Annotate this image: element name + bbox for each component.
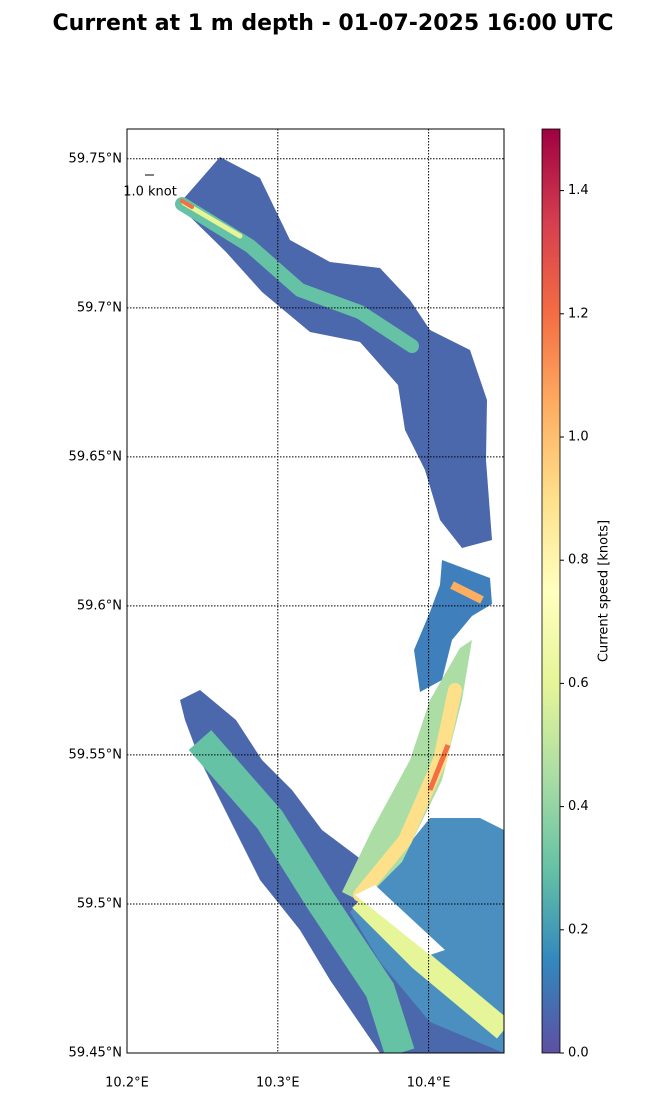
channel-south xyxy=(342,640,472,902)
y-tick-label: 59.65°N xyxy=(69,449,122,464)
channel-middle xyxy=(450,581,484,604)
x-tick-label: 10.3°E xyxy=(256,1076,300,1091)
y-tick-label: 59.6°N xyxy=(77,598,122,613)
colorbar: 0.0 0.2 0.4 0.6 0.8 1.0 1.2 1.4 xyxy=(541,128,589,1061)
channel-southeast xyxy=(352,892,504,1039)
channel-south-fast xyxy=(427,744,451,791)
channel-north-core xyxy=(181,200,243,239)
colorbar-tick-label: 0.4 xyxy=(568,799,589,814)
colorbar-tick-label: 1.0 xyxy=(568,430,589,445)
colorbar-label: Current speed [knots] xyxy=(597,520,612,662)
island xyxy=(355,885,445,955)
y-tick-label: 59.45°N xyxy=(69,1046,122,1061)
x-tick-label: 10.2°E xyxy=(105,1076,149,1091)
y-tick-label: 59.55°N xyxy=(69,747,122,762)
channel-north xyxy=(175,197,419,353)
colorbar-tick-label: 0.2 xyxy=(568,922,589,937)
channel-south-core xyxy=(353,683,462,902)
x-tick-label: 10.4°E xyxy=(407,1076,451,1091)
y-tick-label: 59.7°N xyxy=(77,300,122,315)
y-tick-label: 59.75°N xyxy=(69,151,122,166)
colorbar-tick-label: 0.0 xyxy=(568,1046,589,1061)
quiver-key-label: 1.0 knot xyxy=(123,185,177,200)
channel-north-fast xyxy=(180,199,194,209)
colorbar-tick-label: 0.6 xyxy=(568,676,589,691)
current-field xyxy=(175,157,504,1053)
colorbar-tick-label: 1.2 xyxy=(568,306,589,321)
colorbar-tick-label: 0.8 xyxy=(568,553,589,568)
fjord-north xyxy=(178,157,492,548)
channel-southwest xyxy=(188,730,415,1053)
y-tick-label: 59.5°N xyxy=(77,896,122,911)
colorbar-gradient xyxy=(541,128,561,1054)
colorbar-tick-label: 1.4 xyxy=(568,183,589,198)
axes-frame xyxy=(126,128,505,1054)
chart-title: Current at 1 m depth - 01-07-2025 16:00 … xyxy=(53,11,614,36)
